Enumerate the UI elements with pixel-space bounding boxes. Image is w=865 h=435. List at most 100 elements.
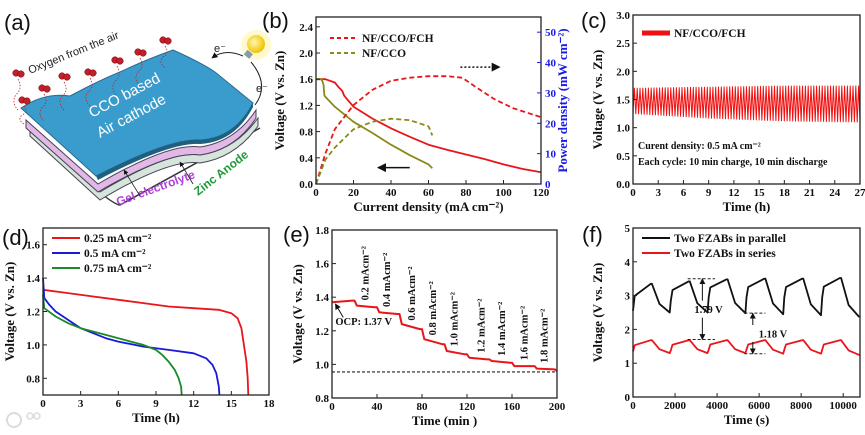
charts: (b)0 20 40 60 80 100 1200.00.40.81.21.62.02.40… xyxy=(2,8,865,428)
y-tick-label: 3 xyxy=(625,291,631,303)
y-tick-label: 1.2 xyxy=(26,307,40,319)
x-tick-label: 15 xyxy=(754,187,766,199)
x-tick-label: 8000 xyxy=(790,400,813,412)
oxygen-path xyxy=(135,57,143,87)
electron-flow-arrow-in xyxy=(250,61,262,106)
y-tick-label: 1.6 xyxy=(315,259,329,271)
cathode-edge xyxy=(96,103,253,180)
chart-panel-f: (f) 0 2000 4000 6000 8000 10000 0 1 2 3 4 5 Time (s) V… xyxy=(582,222,861,427)
electron-label-1: e⁻ xyxy=(214,43,226,55)
oxygen-atom xyxy=(89,69,97,77)
panel-label: (f) xyxy=(582,222,603,247)
step-current-label: 0.8 mAcm⁻² xyxy=(428,281,439,335)
y-tick-label: 0 xyxy=(625,392,631,404)
oxygen-path xyxy=(112,65,120,97)
x-tick-label: 2000 xyxy=(664,400,687,412)
y-tick-label: 2.0 xyxy=(616,66,630,78)
y-tick-label: 0.0 xyxy=(616,179,630,191)
panel-label: (d) xyxy=(2,225,29,250)
step-current-label: 1.6 mAcm⁻² xyxy=(519,306,530,360)
y-tick-label: 1.2 xyxy=(299,100,313,112)
x-axis-label: Time (h) xyxy=(723,199,771,214)
axes-frame xyxy=(632,227,861,398)
x-tick-label: 6 xyxy=(116,398,122,410)
x-tick-label: 27 xyxy=(855,187,865,199)
x-tick-label: 80 xyxy=(461,187,473,199)
chart-panel-e: (e) 0 40 80 120 160 200 0.8 1.0 1.2 1.4 1.6 1.8 Time … xyxy=(283,222,566,428)
oxygen-label: Oxygen from the air xyxy=(27,29,121,76)
legend-label: NF/CCO/FCH xyxy=(362,33,434,45)
y-tick-label: 1.5 xyxy=(616,95,630,107)
series-0-25-ma-cm- xyxy=(42,288,250,396)
x-tick-label: 21 xyxy=(804,187,815,199)
x-tick-label: 18 xyxy=(264,398,276,410)
annotation-text: Curent density: 0.5 mA cm⁻² xyxy=(638,141,761,152)
plot-area xyxy=(42,278,250,396)
x-tick-label: 10000 xyxy=(829,400,857,412)
legend-label: 0.75 mA cm⁻² xyxy=(84,263,152,275)
y2-tick-label: 30 xyxy=(545,88,557,100)
electron-flow-arrow-out xyxy=(211,52,244,59)
y-tick-label: 0.5 xyxy=(616,151,630,163)
voltage-gap-label: 1.79 V xyxy=(694,305,723,316)
oxygen-atom xyxy=(43,85,51,93)
x-tick-label: 3 xyxy=(78,398,84,410)
x-tick-label: 60 xyxy=(423,187,435,199)
series-0-5-ma-cm- xyxy=(42,278,221,396)
panel-label: (e) xyxy=(283,222,310,247)
x-axis-label: Time (min ) xyxy=(412,413,477,428)
chart-panel-c: (c) 0 3 6 9 12 15 18 21 24 27 0.0 0.5 1.0 1.5 2.0 2.5 3.0… xyxy=(581,8,865,214)
panel-label-a: (a) xyxy=(4,10,31,35)
y-axis-label: Voltage (V vs. Zn) xyxy=(590,263,605,363)
x-tick-label: 4000 xyxy=(706,400,729,412)
series-two-fzabs-in-series xyxy=(632,339,860,356)
battery-schematic: (a) Oxygen from the air CCO based Air ca… xyxy=(4,10,271,209)
y2-axis-label: Power density (mW cm⁻²) xyxy=(555,28,570,172)
x-tick-label: 15 xyxy=(226,398,238,410)
x-tick-label: 6000 xyxy=(748,400,771,412)
y2-tick-label: 10 xyxy=(545,149,557,161)
oxygen-path xyxy=(59,81,67,111)
x-tick-label: 12 xyxy=(188,398,200,410)
lightbulb-icon xyxy=(241,30,271,60)
oxygen-path xyxy=(160,45,168,69)
x-tick-label: 0 xyxy=(329,401,335,413)
y-tick-label: 3.0 xyxy=(616,10,630,22)
x-tick-label: 9 xyxy=(706,187,712,199)
x-tick-label: 120 xyxy=(533,187,550,199)
y-tick-label: 2.0 xyxy=(299,48,313,60)
y-tick-label: 1.2 xyxy=(315,326,329,338)
legend-label: 0.25 mA cm⁻² xyxy=(84,233,152,245)
step-current-label: 0.6 mAcm⁻² xyxy=(407,266,418,320)
step-current-label: 1.4 mAcm⁻² xyxy=(497,302,508,356)
electrolyte-pointer xyxy=(123,169,141,197)
legend-label: NF/CCO xyxy=(362,48,406,60)
x-tick-label: 20 xyxy=(348,187,360,199)
y2-tick-label: 20 xyxy=(545,118,557,130)
plot-area xyxy=(315,62,542,185)
y-tick-label: 0.8 xyxy=(299,127,313,139)
series-0-75-ma-cm- xyxy=(42,294,183,396)
x-tick-label: 6 xyxy=(681,187,687,199)
legend-label: 0.5 mA cm⁻² xyxy=(84,248,146,260)
series-two-fzabs-in-parallel xyxy=(632,277,860,318)
axes-frame xyxy=(331,229,558,399)
x-tick-label: 18 xyxy=(779,187,791,199)
ocp-arrow xyxy=(334,303,344,318)
y-tick-label: 0.0 xyxy=(299,179,313,191)
series-nf-cco-fch-voltage xyxy=(316,78,542,174)
series-nf-cco-voltage xyxy=(316,78,433,169)
oxygen-atom xyxy=(164,37,172,45)
x-tick-label: 40 xyxy=(372,401,384,413)
x-tick-label: 24 xyxy=(829,187,841,199)
panel-label: (c) xyxy=(581,8,607,33)
y-tick-label: 4 xyxy=(625,257,631,269)
x-tick-label: 80 xyxy=(417,401,429,413)
step-current-label: 1.8 mAcm⁻² xyxy=(540,309,551,363)
y-tick-label: 0.8 xyxy=(315,393,329,405)
y-tick-label: 1.0 xyxy=(315,359,329,371)
annotation-text: Each cycle: 10 min charge, 10 min discha… xyxy=(638,157,828,168)
y-tick-label: 1.8 xyxy=(315,225,329,237)
y-tick-label: 1.6 xyxy=(26,240,40,252)
legend-label: NF/CCO/FCH xyxy=(674,28,746,40)
